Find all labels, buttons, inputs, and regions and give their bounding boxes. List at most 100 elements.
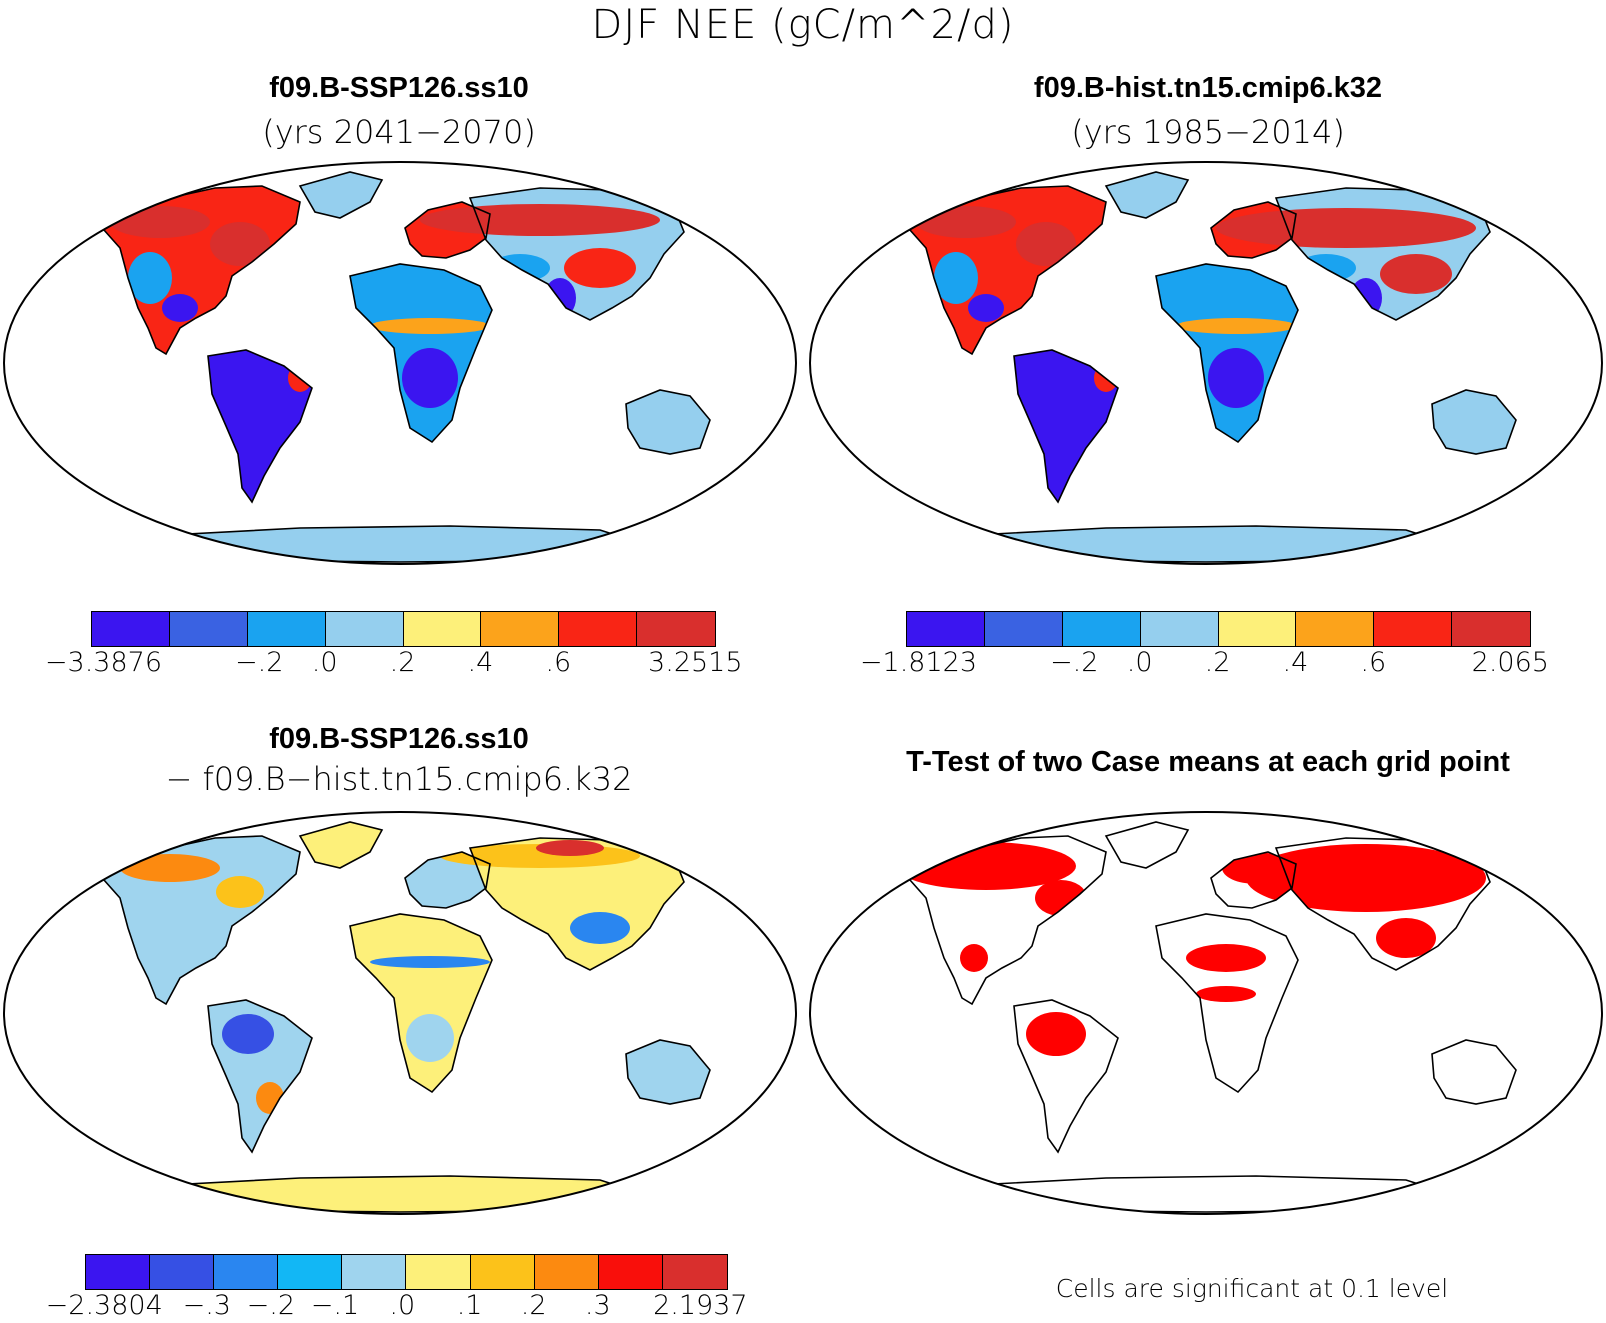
case2-field-patch [934, 252, 978, 304]
case1-colorbar-tick-label: .4 [467, 647, 494, 678]
diff-field-patch [536, 840, 604, 856]
case1-field-patch [564, 248, 636, 288]
diff-coastline-namerica [99, 835, 301, 1006]
case2-colorbar-tick-label: −1.8123 [859, 647, 978, 678]
diff-coastline-samerica [207, 999, 313, 1154]
case1-coastline-africa [349, 263, 493, 444]
case1-colorbar-box [247, 612, 326, 646]
case1-field-patch [420, 204, 660, 236]
ttest-field-patch [1246, 844, 1486, 912]
case2-colorbar-box [1296, 612, 1375, 646]
case1-colorbar-tick-label: .0 [311, 647, 338, 678]
case2-coastline-samerica [1013, 349, 1119, 504]
case1-colorbar-box [92, 612, 170, 646]
case1-colorbar-box [169, 612, 248, 646]
case2-colorbar-box [1374, 612, 1453, 646]
ttest-note: Cells are significant at 0.1 level [1055, 1274, 1449, 1303]
case2-coastline-australia [1431, 389, 1517, 455]
ttest-title: T-Test of two Case means at each grid po… [906, 746, 1510, 778]
case1-colorbar-tick-label: −3.3876 [44, 647, 163, 678]
case1-subtitle: (yrs 2041−2070) [262, 113, 536, 151]
ttest-map [809, 811, 1603, 1215]
case2-colorbar-box [1452, 612, 1530, 646]
diff-colorbar-box [662, 1255, 727, 1289]
case1-colorbar-tick-label: −.2 [235, 647, 284, 678]
case2-colorbar-box [1062, 612, 1141, 646]
case1-map-border [3, 161, 797, 565]
ttest-field-patch [1026, 1012, 1086, 1056]
diff-colorbar-tick-label: −2.3804 [45, 1290, 163, 1321]
case2-colorbar-box [1140, 612, 1219, 646]
case2-coastline-europe [1210, 201, 1297, 259]
case1-colorbar-box [559, 612, 638, 646]
case1-coastline-samerica [207, 349, 313, 504]
diff-title: f09.B-SSP126.ss10 [269, 723, 529, 755]
case2-colorbar-tick-label: .6 [1360, 647, 1387, 678]
diff-colorbar-tick-label: .1 [456, 1290, 483, 1321]
case1-colorbar [91, 611, 716, 647]
case1-colorbar-box [403, 612, 482, 646]
case1-region-samerica [208, 350, 312, 502]
ttest-map-border [809, 811, 1603, 1215]
diff-field-patch [370, 956, 490, 968]
diff-colorbar-box [534, 1255, 599, 1289]
case1-coastline-australia [625, 389, 711, 455]
ttest-region-australia [1432, 1040, 1516, 1104]
case2-region-australia [1432, 390, 1516, 454]
case2-map [809, 161, 1603, 565]
diff-map-border [3, 811, 797, 1215]
case2-colorbar-tick-label: .2 [1204, 647, 1231, 678]
ttest-coastline-australia [1431, 1039, 1517, 1105]
diff-colorbar-box [598, 1255, 663, 1289]
diff-coastline-australia [625, 1039, 711, 1105]
case2-colorbar-tick-label: .0 [1126, 647, 1153, 678]
ttest-coastline-namerica [905, 835, 1107, 1006]
diff-subtitle: − f09.B−hist.tn15.cmip6.k32 [165, 760, 633, 798]
case2-field-patch [1176, 318, 1296, 334]
diff-colorbar-box [86, 1255, 151, 1289]
case2-field-patch [1016, 222, 1076, 266]
ttest-coastline-europe [1210, 851, 1297, 909]
diff-colorbar-box [342, 1255, 407, 1289]
diff-colorbar-tick-label: −.2 [246, 1290, 296, 1321]
diff-region-australia [626, 1040, 710, 1104]
case1-colorbar-box [637, 612, 715, 646]
diff-field-patch [120, 854, 220, 882]
case2-coastline-namerica [905, 185, 1107, 356]
case1-colorbar-tick-label: .2 [389, 647, 416, 678]
diff-coastline-europe [404, 851, 491, 909]
diff-colorbar-box [214, 1255, 279, 1289]
case2-field-patch [1216, 208, 1476, 248]
case1-map [3, 161, 797, 565]
diff-colorbar-tick-label: −.3 [182, 1290, 231, 1321]
case2-field-patch [1208, 348, 1264, 408]
diff-colorbar-tick-label: −.1 [310, 1290, 360, 1321]
diff-field-patch [570, 912, 630, 944]
case1-field-patch [370, 318, 490, 334]
case1-coastline-greenland [298, 171, 384, 219]
ttest-field-patch [1376, 918, 1436, 958]
diff-coastline-africa [349, 913, 493, 1094]
ttest-field-patch [1222, 852, 1290, 884]
ttest-field-patch [1196, 986, 1256, 1002]
ttest-field-patch [960, 944, 988, 972]
diff-colorbar-box [278, 1255, 343, 1289]
ttest-field-patch [1186, 944, 1266, 972]
diff-region-asia [470, 838, 684, 970]
case1-field-patch [210, 222, 270, 266]
case1-field-patch [110, 206, 210, 238]
case1-colorbar-box [325, 612, 404, 646]
case2-field-patch [968, 294, 1004, 322]
case1-field-patch [162, 294, 198, 322]
diff-colorbar-tick-label: .0 [389, 1290, 416, 1321]
case1-field-patch [128, 252, 172, 304]
case2-colorbar-box [984, 612, 1063, 646]
diff-field-patch [216, 876, 264, 908]
case1-region-australia [626, 390, 710, 454]
diff-field-patch [406, 1014, 454, 1062]
case1-coastline-europe [404, 201, 491, 259]
case2-field-patch [1380, 254, 1452, 294]
diff-colorbar-box [470, 1255, 535, 1289]
diff-colorbar-tick-label: .2 [520, 1290, 547, 1321]
diff-coastline-greenland [298, 821, 384, 869]
